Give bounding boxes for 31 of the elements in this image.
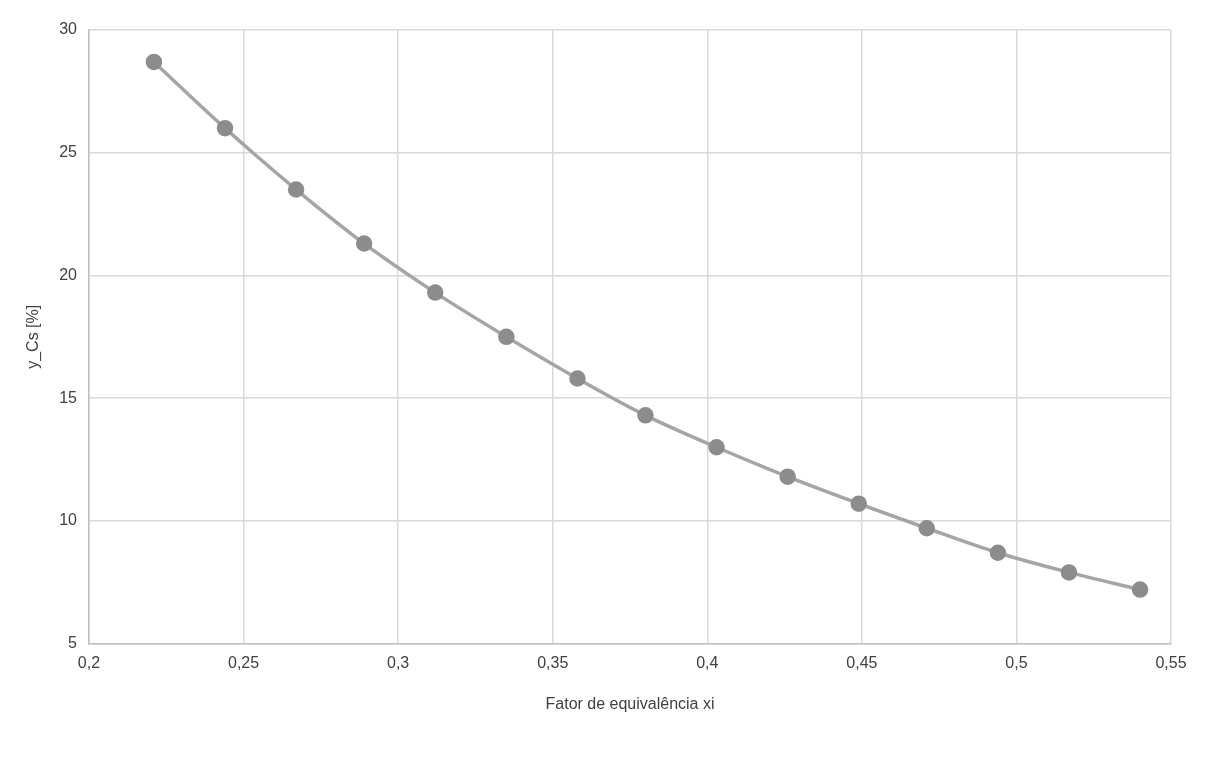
- point: [1131, 581, 1149, 598]
- point: [145, 53, 163, 71]
- x-tick-label: 0,35: [537, 653, 569, 671]
- point: [287, 181, 305, 198]
- point: [779, 468, 796, 485]
- point: [1060, 564, 1078, 581]
- point: [498, 328, 515, 346]
- point: [708, 439, 725, 456]
- x-tick-label: 0,55: [1155, 653, 1187, 671]
- y-tick-label: 5: [68, 634, 78, 652]
- y-tick-label: 20: [59, 265, 78, 283]
- y-tick-label: 25: [59, 143, 78, 161]
- x-tick-label: 0,2: [77, 653, 101, 671]
- y-tick-label: 15: [59, 388, 78, 406]
- point: [355, 235, 373, 252]
- y-tick-label: 10: [59, 511, 78, 529]
- x-tick-label: 0,45: [846, 653, 878, 671]
- point: [850, 495, 868, 512]
- x-tick-label: 0,4: [696, 653, 719, 671]
- x-axis-title: Fator de equivalência xi: [545, 694, 715, 712]
- y-axis-title: y_Cs [%]: [24, 304, 43, 369]
- point: [989, 544, 1007, 562]
- x-tick-label: 0,25: [228, 653, 260, 671]
- point: [426, 284, 444, 301]
- x-tick-label: 0,3: [387, 653, 410, 671]
- point: [216, 119, 234, 137]
- point: [637, 407, 654, 424]
- point: [569, 370, 586, 387]
- x-tick-label: 0,5: [1005, 653, 1028, 671]
- y-tick-label: 30: [59, 20, 78, 38]
- point: [918, 519, 936, 537]
